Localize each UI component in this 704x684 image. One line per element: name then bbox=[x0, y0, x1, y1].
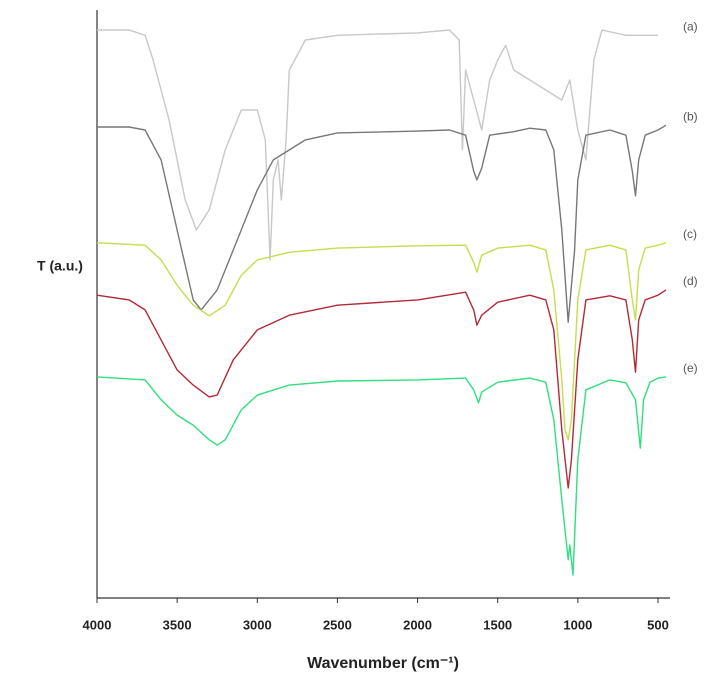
x-tick-label: 1500 bbox=[483, 617, 512, 632]
x-tick-label: 3500 bbox=[163, 617, 192, 632]
series-label: (d) bbox=[683, 274, 698, 288]
series-label: (b) bbox=[683, 109, 698, 123]
series-line bbox=[96, 242, 667, 441]
series-label: (c) bbox=[683, 227, 697, 241]
x-tick-label: 2000 bbox=[403, 617, 432, 632]
series-line bbox=[96, 376, 667, 576]
x-tick-label: 500 bbox=[647, 617, 669, 632]
y-axis-label: T (a.u.) bbox=[37, 258, 83, 274]
x-tick-label: 3000 bbox=[243, 617, 272, 632]
series-label: (e) bbox=[683, 361, 698, 375]
x-tick-label: 4000 bbox=[83, 617, 112, 632]
series-line bbox=[96, 289, 667, 489]
series-label: (a) bbox=[683, 19, 698, 33]
x-axis-label: Wavenumber (cm⁻¹) bbox=[307, 655, 459, 672]
x-tick-label: 1000 bbox=[563, 617, 592, 632]
series-line bbox=[97, 29, 658, 261]
x-tick-label: 2500 bbox=[323, 617, 352, 632]
